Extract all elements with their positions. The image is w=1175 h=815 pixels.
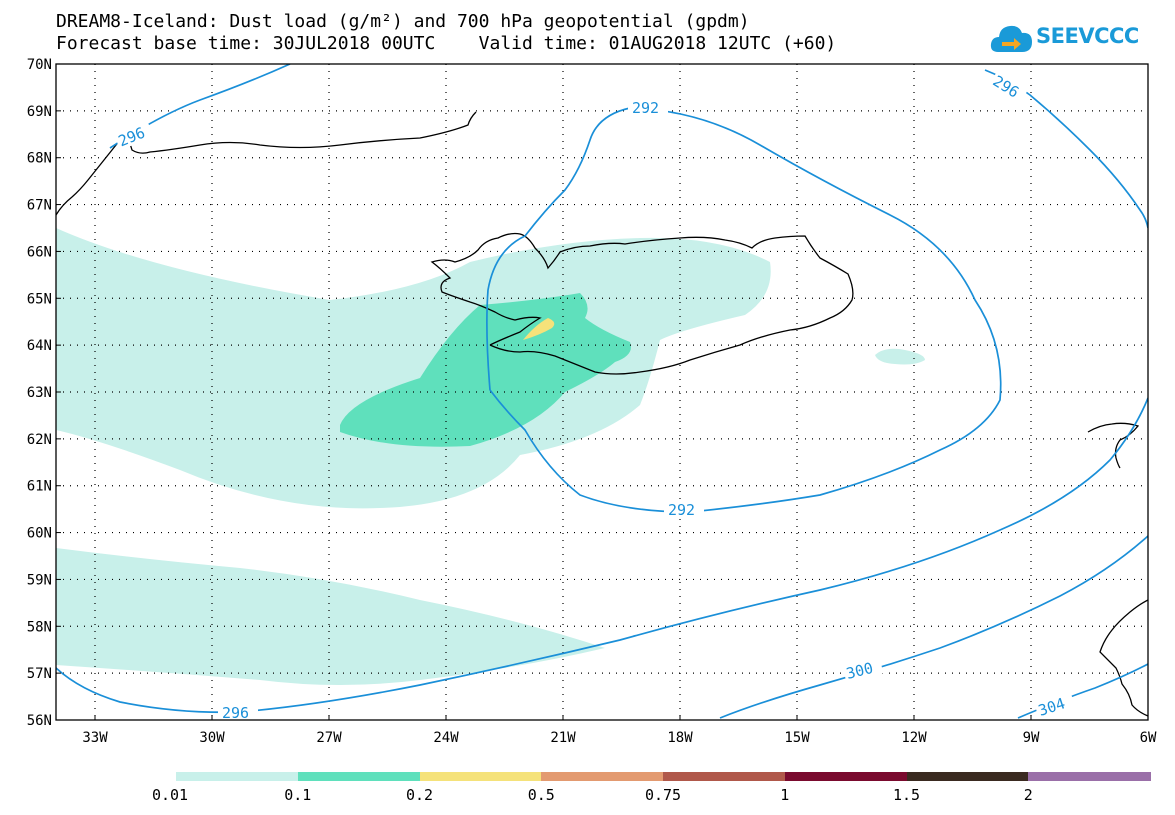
legend-swatch [663, 772, 786, 781]
longitude-label: 9W [1023, 730, 1040, 746]
legend-swatch [419, 772, 542, 781]
longitude-label: 24W [433, 730, 459, 746]
longitude-label: 21W [550, 730, 576, 746]
contour-label-bg [988, 71, 1028, 105]
latitude-label: 60N [27, 526, 52, 542]
latitude-label: 56N [27, 713, 52, 729]
legend-label: 0.01 [151, 786, 189, 804]
graticule [56, 64, 1148, 720]
latitude-labels: 70N 69N 68N 67N 66N 65N 64N 63N 62N 61N 60N 59N 58N 5… [27, 57, 61, 729]
longitude-label: 15W [784, 730, 810, 746]
latitude-label: 59N [27, 572, 52, 588]
geopotential-contours [56, 64, 1148, 719]
cloud-icon [990, 25, 1032, 52]
longitude-label: 18W [667, 730, 693, 746]
latitude-label: 64N [27, 338, 52, 354]
longitude-label: 30W [199, 730, 225, 746]
latitude-label: 57N [27, 666, 52, 682]
legend-label: 2 [1023, 786, 1033, 804]
legend-label: 1.5 [892, 786, 921, 804]
latitude-label: 67N [27, 198, 52, 214]
contour-292 [486, 107, 1002, 513]
dust-field-light-north [56, 228, 771, 509]
legend-swatch [176, 772, 299, 781]
contour-label-304: 304 [1036, 694, 1067, 719]
scotland-coast [1099, 599, 1148, 717]
seevccc-logo: SEEVCCC [988, 18, 1163, 62]
contour-label-bg [842, 657, 884, 683]
longitude-label: 12W [901, 730, 927, 746]
legend-swatch [297, 772, 420, 781]
latitude-label: 62N [27, 432, 52, 448]
contour-label-300: 300 [844, 659, 875, 683]
latitude-label: 58N [27, 619, 52, 635]
dust-field-light-south [56, 548, 605, 685]
contour-296-south [56, 397, 1148, 714]
legend-label: 0.5 [527, 786, 555, 804]
contour-label-292-top: 292 [632, 99, 659, 117]
longitude-label: 27W [316, 730, 342, 746]
dust-field-light-patch [875, 348, 925, 365]
latitude-label: 70N [27, 57, 52, 73]
legend-swatch [1028, 772, 1151, 781]
longitude-labels: 33W 30W 27W 24W 21W 18W 15W 12W 9W 6W [82, 715, 1157, 746]
longitude-label: 33W [82, 730, 108, 746]
contour-label-bg [218, 705, 258, 720]
greenland-coast [56, 111, 477, 216]
legend-label: 0.1 [284, 786, 312, 804]
map-subtitle: Forecast base time: 30JUL2018 00UTC Vali… [56, 33, 837, 54]
contour-label-bg [114, 121, 154, 151]
contour-label-296-south: 296 [222, 704, 249, 722]
contour-label-bg [628, 100, 668, 116]
color-legend [176, 772, 1151, 781]
dust-field-medium [340, 293, 631, 447]
legend-swatch [906, 772, 1029, 781]
legend-label: 0.75 [644, 786, 682, 804]
dust-field-high [523, 318, 555, 340]
contour-label-292-bottom: 292 [668, 501, 695, 519]
latitude-label: 69N [27, 104, 52, 120]
map-title: DREAM8-Iceland: Dust load (g/m²) and 700… [56, 11, 750, 32]
coastlines [56, 111, 1148, 717]
contour-label-bg [1034, 692, 1076, 720]
logo-text: SEEVCCC [1036, 24, 1139, 48]
longitude-label: 6W [1140, 730, 1157, 746]
legend-swatch [541, 772, 664, 781]
latitude-label: 61N [27, 479, 52, 495]
iceland-coast [430, 232, 854, 375]
latitude-label: 66N [27, 244, 52, 260]
contour-300 [719, 535, 1148, 719]
latitude-label: 63N [27, 385, 52, 401]
faroe-islands [1087, 422, 1140, 469]
latitude-label: 68N [27, 151, 52, 167]
latitude-label: 65N [27, 291, 52, 307]
contour-label-bg [664, 502, 704, 518]
legend-label: 0.2 [405, 786, 434, 804]
legend-label: 1 [780, 786, 790, 804]
legend-swatch [784, 772, 907, 781]
